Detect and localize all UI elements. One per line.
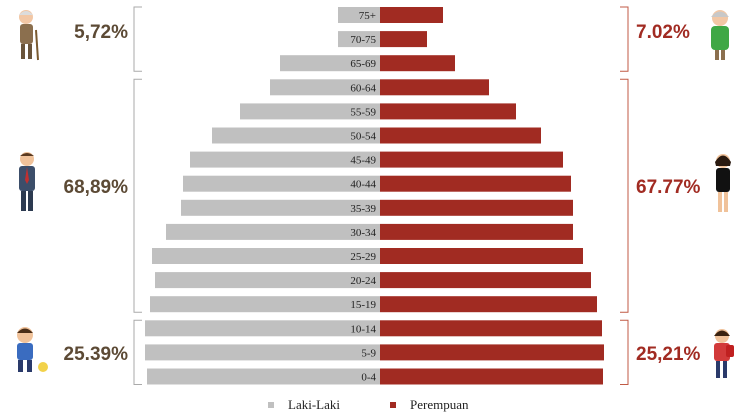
bar-female [380,151,563,168]
bar-male [190,151,380,168]
bar-male [181,199,380,216]
bar-female [380,7,443,23]
age-group-label: 5-9 [361,347,376,359]
bracket-right [620,6,629,72]
legend-item-male: Laki-Laki [268,396,340,414]
children-female-percent: 25,21% [636,344,701,365]
bar-female [380,175,571,192]
bar-female [380,344,604,361]
bar-male [155,272,380,289]
bracket-left [133,78,142,313]
age-group-label: 40-44 [350,179,376,191]
bar-male [147,368,380,385]
bar-male [338,31,380,48]
bar-female [380,368,603,385]
bar-female [380,79,489,96]
bar-male [145,344,380,361]
bar-male [240,103,380,120]
bar-female [380,199,573,216]
age-group-label: 25-29 [350,251,376,263]
bar-female [380,127,541,144]
elderly-female-percent: 7.02% [636,22,690,43]
bar-female [380,320,602,337]
working-age-male-percent: 68,89% [63,177,128,198]
age-group-label: 30-34 [350,227,376,239]
bar-male [270,79,380,96]
age-group-label: 10-14 [350,323,376,335]
bar-male [212,127,380,144]
boy-icon [17,327,48,372]
schoolgirl-icon [714,329,734,378]
bar-female [380,296,597,313]
businessman-icon [19,152,35,211]
bar-female [380,103,516,120]
age-group-label: 60-64 [350,82,376,94]
old-man-icon [19,10,39,61]
age-group-label: 50-54 [350,131,376,143]
bar-female [380,223,573,240]
legend-item-female: Perempuan [390,396,468,414]
children-male-percent: 25.39% [63,344,128,365]
bracket-left [133,6,142,72]
bar-male [152,248,380,264]
businesswoman-icon [715,154,731,212]
age-group-label: 65-69 [350,58,376,70]
legend-swatch-male [268,402,274,408]
legend-swatch-female [390,402,396,408]
age-group-label: 35-39 [350,203,376,215]
bar-female [380,55,455,72]
bar-male [183,175,380,192]
age-group-label: 0-4 [361,372,376,384]
legend-label-male: Laki-Laki [288,397,340,412]
bar-female [380,31,427,48]
bracket-right [620,78,629,313]
age-group-label: 55-59 [350,106,376,118]
age-group-label: 45-49 [350,155,376,167]
bracket-left [133,319,142,385]
bar-male [150,296,380,313]
elderly-male-percent: 5,72% [74,22,128,43]
age-group-label: 15-19 [350,299,376,311]
age-group-label: 75+ [359,10,376,22]
old-woman-icon [711,10,729,60]
bar-male [338,7,380,23]
bar-male [145,320,380,337]
legend-label-female: Perempuan [410,397,469,412]
bar-female [380,248,583,264]
bar-female [380,272,591,289]
bar-male [280,55,380,72]
working-age-female-percent: 67.77% [636,177,701,198]
age-group-label: 20-24 [350,275,376,287]
bracket-right [620,319,629,385]
bar-male [166,223,380,240]
age-group-label: 70-75 [350,34,376,46]
